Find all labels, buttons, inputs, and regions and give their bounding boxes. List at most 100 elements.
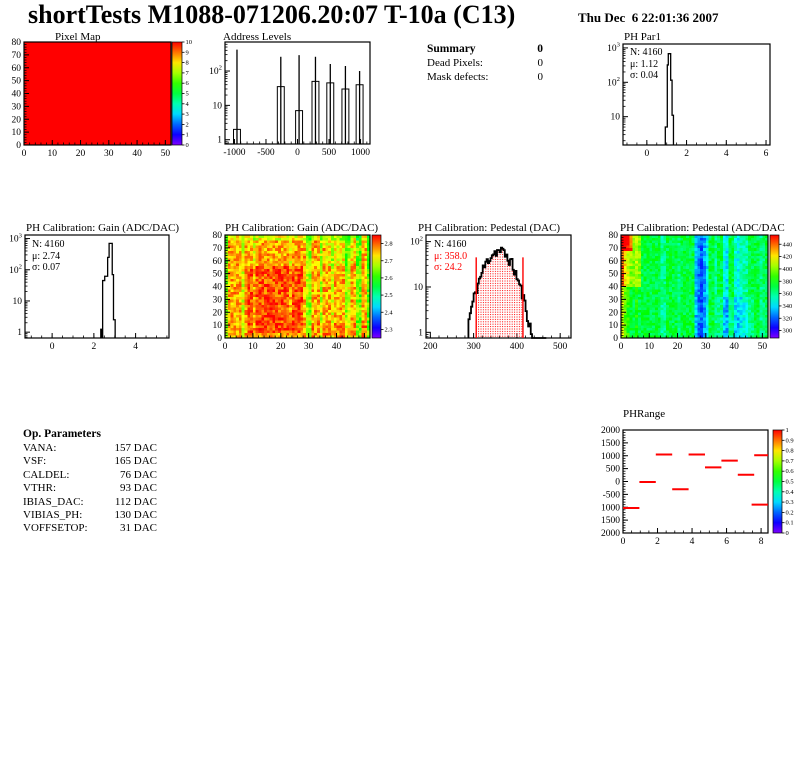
- svg-text:10: 10: [213, 101, 223, 111]
- svg-text:60: 60: [609, 257, 619, 267]
- stat-mean: μ: 1.12: [630, 58, 659, 70]
- stat-mean: μ: 2.74: [32, 250, 61, 262]
- gain-map-panel: PH Calibration: Gain (ADC/DAC) 0 10 20 30 40…: [200, 220, 396, 355]
- param-label: VIBIAS_PH:: [23, 509, 83, 522]
- svg-text:30: 30: [213, 295, 223, 305]
- svg-text:20: 20: [76, 149, 86, 159]
- svg-text:10: 10: [248, 342, 258, 352]
- chart-title-pixel-map: Pixel Map: [55, 31, 101, 43]
- address-levels-plot: -1000 -500 0 500 1000 1 10 102: [209, 41, 371, 158]
- gain-hist-panel: PH Calibration: Gain (ADC/DAC) N: 4160 μ…: [0, 220, 200, 355]
- svg-text:500: 500: [606, 465, 621, 475]
- address-level-spikes: [233, 49, 364, 144]
- histogram-outline: [101, 242, 116, 338]
- svg-text:9: 9: [186, 49, 189, 56]
- svg-text:2000: 2000: [601, 529, 620, 539]
- svg-text:0.1: 0.1: [786, 520, 794, 527]
- mask-defects-label: Mask defects:: [427, 71, 489, 83]
- y-axis: 10 102 103: [607, 42, 628, 142]
- pixel-map-plot: 0 10 20 30 40 50 0 10 20 30 40 50 60 70 80 0 1 2 3 4 5 6 7 8 9 10: [12, 38, 193, 159]
- gain-map-plot: 0 10 20 30 40 50 0 10 20 30 40 50 60 70 80 2.3 2.4 2.5 2.6…: [213, 231, 394, 352]
- svg-text:60: 60: [12, 64, 22, 74]
- svg-text:2: 2: [91, 342, 96, 352]
- svg-text:5: 5: [186, 91, 189, 98]
- svg-text:1500: 1500: [601, 439, 620, 449]
- svg-text:1000: 1000: [351, 148, 370, 158]
- svg-text:70: 70: [609, 244, 619, 254]
- svg-text:0: 0: [786, 530, 789, 537]
- svg-text:1: 1: [418, 328, 423, 338]
- svg-text:50: 50: [758, 342, 768, 352]
- param-value: 76 DAC: [120, 468, 157, 481]
- y-axis: 1 10 102: [410, 235, 431, 338]
- svg-text:80: 80: [12, 38, 22, 48]
- svg-text:500: 500: [553, 342, 568, 352]
- svg-text:2.4: 2.4: [385, 309, 394, 316]
- stats-box-ph-par1: N: 4160 μ: 1.12 σ: 0.04: [630, 47, 663, 82]
- heatmap-cells: [24, 42, 172, 146]
- stat-sigma: σ: 24.2: [434, 262, 463, 273]
- svg-text:40: 40: [132, 149, 142, 159]
- svg-text:40: 40: [609, 283, 619, 293]
- svg-text:4: 4: [724, 149, 729, 159]
- svg-text:0: 0: [50, 342, 55, 352]
- svg-text:10: 10: [645, 342, 655, 352]
- svg-text:6: 6: [186, 80, 190, 87]
- svg-text:30: 30: [701, 342, 711, 352]
- svg-text:50: 50: [360, 342, 370, 352]
- svg-text:103: 103: [9, 232, 23, 244]
- svg-text:200: 200: [423, 342, 438, 352]
- svg-text:10: 10: [611, 113, 621, 123]
- svg-text:-500: -500: [603, 490, 621, 500]
- y-axis: 0 10 20 30 40 50 60 70 80: [213, 231, 230, 344]
- svg-text:102: 102: [209, 65, 222, 77]
- svg-text:8: 8: [759, 537, 764, 547]
- svg-text:2: 2: [186, 121, 189, 128]
- histogram-outline: [664, 53, 675, 145]
- svg-text:70: 70: [213, 244, 223, 254]
- svg-text:4: 4: [690, 537, 695, 547]
- param-value: 93 DAC: [120, 482, 157, 495]
- svg-text:0.8: 0.8: [786, 448, 794, 455]
- mask-defects-value: 0: [537, 71, 544, 83]
- svg-text:300: 300: [466, 342, 481, 352]
- colorbar: 300 320 340 360 380 400 420 440: [769, 234, 793, 339]
- x-axis: 0 2 4: [30, 333, 168, 352]
- svg-text:1: 1: [217, 136, 222, 146]
- svg-text:0.4: 0.4: [786, 489, 795, 496]
- svg-text:70: 70: [12, 51, 22, 61]
- svg-text:30: 30: [104, 149, 114, 159]
- chart-title-gain-hist: PH Calibration: Gain (ADC/DAC): [26, 222, 180, 234]
- svg-text:0: 0: [615, 478, 620, 488]
- stat-entries: N: 4160: [630, 47, 663, 58]
- svg-text:1: 1: [186, 132, 189, 139]
- colorbar: 0 0.1 0.2 0.3 0.4 0.5 0.6 0.7 0.8 0.9 1: [772, 427, 795, 537]
- stat-entries: N: 4160: [434, 239, 467, 250]
- svg-text:20: 20: [12, 115, 22, 125]
- svg-text:440: 440: [783, 241, 793, 248]
- svg-text:6: 6: [724, 537, 729, 547]
- svg-text:0: 0: [186, 142, 189, 149]
- svg-text:2.3: 2.3: [385, 326, 393, 333]
- svg-text:2000: 2000: [601, 426, 620, 436]
- svg-text:6: 6: [764, 149, 769, 159]
- histogram-outline: [467, 246, 547, 339]
- svg-text:380: 380: [783, 278, 793, 285]
- stats-box-pedestal: N: 4160 μ: 358.0 σ: 24.2: [434, 239, 467, 274]
- x-axis: 0 2 4 6 8: [621, 528, 764, 547]
- ph-range-panel: PHRange 0 2 4 6 8 2000 1500 1000 500 0 -500 1000 150…: [594, 408, 796, 548]
- svg-text:20: 20: [276, 342, 286, 352]
- pedestal-map-plot: 0 10 20 30 40 50 0 10 20 30 40 50 60 70 80 300 320 340 360…: [609, 231, 793, 352]
- chart-title-gain-map: PH Calibration: Gain (ADC/DAC): [225, 222, 379, 234]
- svg-text:2.6: 2.6: [385, 275, 394, 282]
- svg-text:8: 8: [186, 60, 189, 67]
- chart-title-ph-range: PHRange: [623, 408, 666, 420]
- summary-block: Summary 0 Dead Pixels: 0 Mask defects: 0: [427, 42, 543, 84]
- ph-range-segments: [623, 453, 768, 510]
- svg-text:400: 400: [783, 266, 793, 273]
- svg-text:420: 420: [783, 254, 793, 261]
- heatmap-cells: [621, 235, 769, 339]
- svg-text:0.7: 0.7: [786, 458, 795, 465]
- svg-text:-500: -500: [257, 148, 275, 158]
